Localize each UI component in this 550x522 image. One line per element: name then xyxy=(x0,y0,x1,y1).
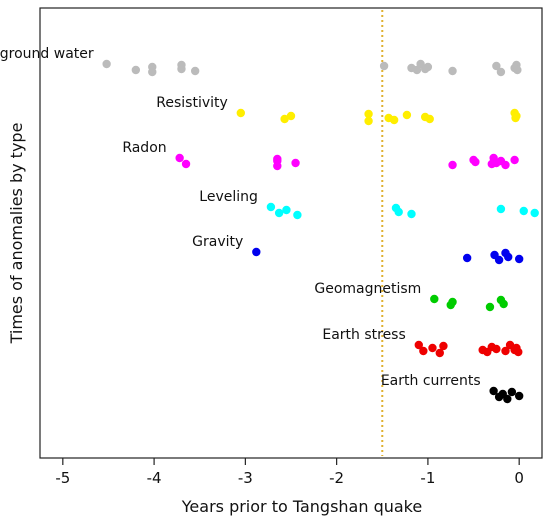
series-label: Geomagnetism xyxy=(314,281,421,297)
series-gravity: Gravity xyxy=(192,234,524,265)
data-point xyxy=(364,116,373,126)
data-point xyxy=(148,67,157,77)
series-label: Earth stress xyxy=(322,327,405,343)
x-tick-label: -2 xyxy=(329,469,344,487)
data-point xyxy=(131,65,141,75)
data-point xyxy=(181,159,191,169)
series-label: Underground water xyxy=(0,46,94,62)
data-point xyxy=(504,252,513,262)
x-axis: -5 -4 -3 -2 -1 0 xyxy=(55,458,524,487)
data-point xyxy=(489,386,498,396)
x-tick-label: -3 xyxy=(238,469,253,487)
anomaly-rows: Underground water Resistivity Radon Levelin… xyxy=(0,46,539,404)
series-label: Leveling xyxy=(199,189,258,205)
data-point xyxy=(512,111,521,121)
data-point xyxy=(419,346,428,356)
data-point xyxy=(236,108,245,118)
data-point xyxy=(379,61,389,71)
x-axis-title: Years prior to Tangshan quake xyxy=(181,497,422,516)
data-point xyxy=(530,208,539,218)
series-underground-water: Underground water xyxy=(0,46,522,77)
x-tick-label: -4 xyxy=(147,469,162,487)
data-point xyxy=(273,154,282,164)
plot-frame xyxy=(39,7,543,459)
data-point xyxy=(485,302,495,312)
data-point xyxy=(175,153,184,163)
data-point xyxy=(266,202,276,212)
data-point xyxy=(514,391,524,401)
data-point xyxy=(394,207,403,217)
data-point xyxy=(389,115,399,125)
data-point xyxy=(102,59,111,69)
data-point xyxy=(448,66,457,76)
series-radon: Radon xyxy=(122,140,519,171)
data-point xyxy=(364,109,373,119)
y-axis-title: Times of anomalies by type xyxy=(7,123,26,345)
data-point xyxy=(293,210,302,220)
series-label: Resistivity xyxy=(156,95,228,111)
data-point xyxy=(492,344,501,354)
data-point xyxy=(513,65,522,75)
data-point xyxy=(439,341,448,351)
data-point xyxy=(496,67,506,77)
data-point xyxy=(501,160,510,170)
data-point xyxy=(448,297,457,307)
data-point xyxy=(519,206,528,216)
data-point xyxy=(448,160,457,170)
data-point xyxy=(510,155,519,165)
data-point xyxy=(280,114,289,124)
data-point xyxy=(407,209,416,219)
data-point xyxy=(273,161,282,171)
data-point xyxy=(471,157,480,167)
series-resistivity: Resistivity xyxy=(156,95,521,126)
data-point xyxy=(492,61,501,71)
data-point xyxy=(291,158,300,168)
data-point xyxy=(286,111,296,121)
data-point xyxy=(282,205,291,215)
data-point xyxy=(402,110,412,120)
x-tick-label: -5 xyxy=(55,469,70,487)
data-point xyxy=(190,66,200,76)
data-point xyxy=(252,247,261,257)
series-earth-currents: Earth currents xyxy=(381,373,524,404)
data-point xyxy=(423,62,433,72)
data-point xyxy=(514,254,524,264)
data-point xyxy=(494,255,504,265)
data-point xyxy=(462,253,472,263)
x-tick-label: -1 xyxy=(420,469,435,487)
x-tick-label: 0 xyxy=(514,469,524,487)
series-geomagnetism: Geomagnetism xyxy=(314,281,508,312)
data-point xyxy=(177,64,186,74)
data-point xyxy=(507,387,517,397)
data-point xyxy=(274,208,284,218)
data-point xyxy=(496,204,506,214)
series-label: Radon xyxy=(122,140,166,156)
data-point xyxy=(414,340,423,350)
data-point xyxy=(499,299,508,309)
series-earth-stress: Earth stress xyxy=(322,327,523,358)
data-point xyxy=(514,347,523,357)
series-leveling: Leveling xyxy=(199,189,539,220)
data-point xyxy=(435,348,444,358)
data-point xyxy=(503,394,512,404)
data-point xyxy=(430,294,439,304)
series-label: Earth currents xyxy=(381,373,481,389)
data-point xyxy=(425,114,434,124)
data-point xyxy=(428,343,437,353)
data-point xyxy=(501,346,510,356)
series-label: Gravity xyxy=(192,234,243,250)
